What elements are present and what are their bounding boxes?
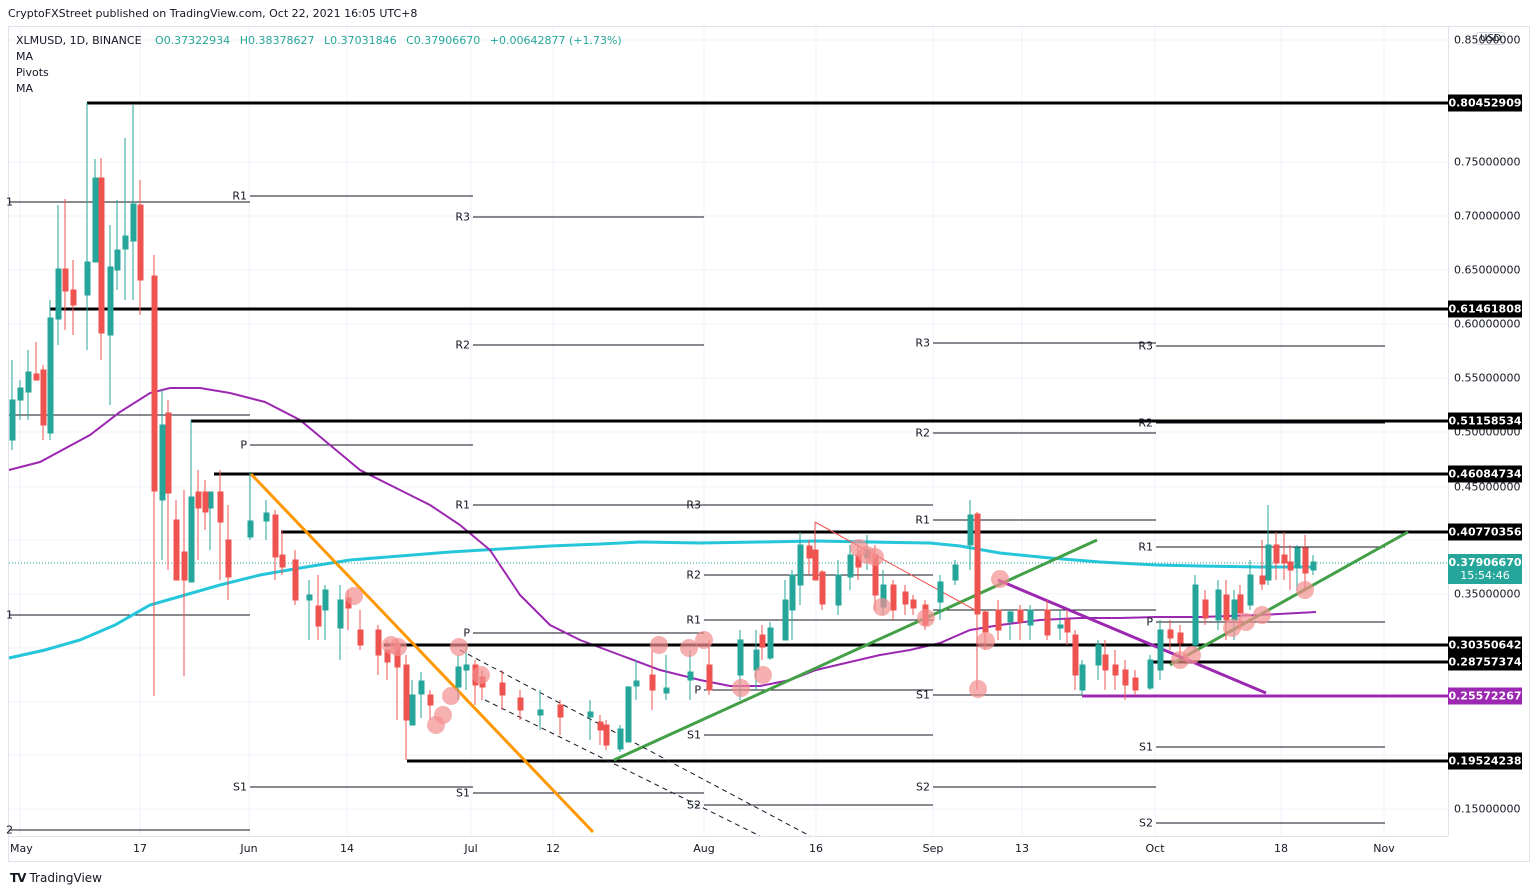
ma-slow-line bbox=[8, 539, 1316, 660]
chart-canvas[interactable] bbox=[0, 0, 1448, 836]
grid bbox=[9, 27, 1448, 836]
level-price-label: 0.40770356 bbox=[1448, 523, 1522, 541]
time-tick: May bbox=[10, 842, 33, 855]
pivot-label: S1 bbox=[233, 780, 247, 794]
pivot-label: 1 bbox=[6, 195, 13, 209]
pivot-label: P bbox=[240, 438, 247, 452]
candlesticks bbox=[9, 103, 1317, 760]
price-axis[interactable] bbox=[1448, 26, 1531, 836]
pivot-label: P bbox=[694, 683, 701, 697]
level-price-label: 0.46084734 bbox=[1448, 465, 1522, 483]
pivot-label: S2 bbox=[916, 780, 930, 794]
tradingview-logo-icon[interactable]: TV bbox=[10, 871, 27, 885]
touch-markers bbox=[345, 539, 1314, 734]
close-value: C0.37906670 bbox=[406, 34, 481, 47]
pivot-label: R2 bbox=[686, 568, 701, 582]
price-tick: 0.45000000 bbox=[1454, 480, 1521, 494]
chart-frame bbox=[8, 26, 1530, 862]
orange-downtrend-line[interactable] bbox=[249, 472, 595, 834]
pivot-label: 1 bbox=[6, 608, 13, 622]
time-tick: 13 bbox=[1015, 842, 1029, 855]
high-value: H0.38378627 bbox=[239, 34, 315, 47]
price-tick: 0.35000000 bbox=[1454, 587, 1521, 601]
pivot-lines bbox=[9, 195, 1385, 831]
green-trendline-2[interactable] bbox=[1169, 530, 1409, 667]
pivot-label: S2 bbox=[687, 798, 701, 812]
level-price-label: 0.30350642 bbox=[1448, 636, 1522, 654]
open-value: O0.37322934 bbox=[155, 34, 231, 47]
indicator-ma-1[interactable]: MA bbox=[16, 50, 34, 63]
pivot-label: P bbox=[463, 626, 470, 640]
time-tick: Jul bbox=[464, 842, 478, 855]
indicator-pivots[interactable]: Pivots bbox=[16, 66, 49, 79]
pivot-label: S1 bbox=[1139, 740, 1153, 754]
change-value: +0.00642877 (+1.73%) bbox=[489, 34, 622, 47]
brand-name[interactable]: TradingView bbox=[29, 871, 102, 885]
level-price-label: 0.19524238 bbox=[1448, 752, 1522, 770]
time-tick: Jun bbox=[240, 842, 258, 855]
bar-countdown: 15:54:46 bbox=[1460, 569, 1510, 582]
level-price-label: 0.80452909 bbox=[1448, 94, 1522, 112]
level-price-label: 0.51158534 bbox=[1448, 412, 1522, 430]
green-trendline-1[interactable] bbox=[613, 538, 1098, 762]
descending-channel bbox=[459, 649, 811, 836]
publisher-line: CryptoFXStreet published on TradingView.… bbox=[8, 7, 418, 20]
pivot-label: R1 bbox=[455, 498, 470, 512]
pivot-label: R1 bbox=[1138, 540, 1153, 554]
time-tick: Nov bbox=[1373, 842, 1395, 855]
pivot-label: R2 bbox=[915, 426, 930, 440]
pivot-label: R3 bbox=[455, 210, 470, 224]
price-tick: 0.85000000 bbox=[1454, 33, 1521, 47]
horizontal-levels bbox=[50, 101, 1448, 763]
indicator-ma-2[interactable]: MA bbox=[16, 82, 34, 95]
pivot-label: R1 bbox=[232, 189, 247, 203]
chart-legend: XLMUSD, 1D, BINANCE O0.37322934 H0.38378… bbox=[16, 33, 628, 97]
time-tick: Oct bbox=[1145, 842, 1165, 855]
time-tick: Aug bbox=[693, 842, 715, 855]
pivot-label: R3 bbox=[686, 498, 701, 512]
pivot-label: R2 bbox=[1138, 416, 1153, 430]
pivot-label: R1 bbox=[915, 513, 930, 527]
ohlc-row: XLMUSD, 1D, BINANCE O0.37322934 H0.38378… bbox=[16, 33, 628, 49]
time-axis[interactable] bbox=[8, 836, 1448, 863]
symbol-label[interactable]: XLMUSD, 1D, BINANCE bbox=[16, 34, 142, 47]
time-tick: 18 bbox=[1274, 842, 1288, 855]
low-value: L0.37031846 bbox=[323, 34, 397, 47]
pivot-label: R3 bbox=[1138, 339, 1153, 353]
pivot-label: S2 bbox=[1139, 816, 1153, 830]
time-tick: 14 bbox=[340, 842, 354, 855]
price-tick: 0.60000000 bbox=[1454, 317, 1521, 331]
price-tick: 0.65000000 bbox=[1454, 263, 1521, 277]
level-price-label: 0.61461808 bbox=[1448, 300, 1522, 318]
footer-branding: TV TradingView bbox=[10, 871, 102, 885]
pivot-label: P bbox=[1146, 615, 1153, 629]
price-tick: 0.75000000 bbox=[1454, 155, 1521, 169]
price-tick: 0.70000000 bbox=[1454, 209, 1521, 223]
pivot-label: R3 bbox=[915, 336, 930, 350]
pivot-label: R2 bbox=[455, 338, 470, 352]
level-price-label: 0.25572267 bbox=[1448, 687, 1522, 705]
pivot-label: S1 bbox=[687, 728, 701, 742]
time-tick: 12 bbox=[546, 842, 560, 855]
time-tick: Sep bbox=[922, 842, 944, 855]
pivot-label: R1 bbox=[686, 613, 701, 627]
last-price-value: 0.37906670 bbox=[1448, 556, 1522, 569]
time-tick: 17 bbox=[133, 842, 147, 855]
last-price-label: 0.37906670 15:54:46 bbox=[1448, 554, 1522, 584]
ma-fast-line bbox=[8, 387, 1317, 687]
red-downtrend-line[interactable] bbox=[814, 521, 976, 611]
pivot-label: S1 bbox=[456, 786, 470, 800]
level-price-label: 0.28757374 bbox=[1448, 653, 1522, 671]
currency-badge[interactable]: USD bbox=[1476, 32, 1506, 45]
pivot-label: 2 bbox=[6, 823, 13, 837]
price-tick: 0.15000000 bbox=[1454, 802, 1521, 816]
purple-downtrend-line[interactable] bbox=[997, 578, 1267, 695]
price-tick: 0.55000000 bbox=[1454, 371, 1521, 385]
time-tick: 16 bbox=[809, 842, 823, 855]
pivot-label: S1 bbox=[916, 688, 930, 702]
